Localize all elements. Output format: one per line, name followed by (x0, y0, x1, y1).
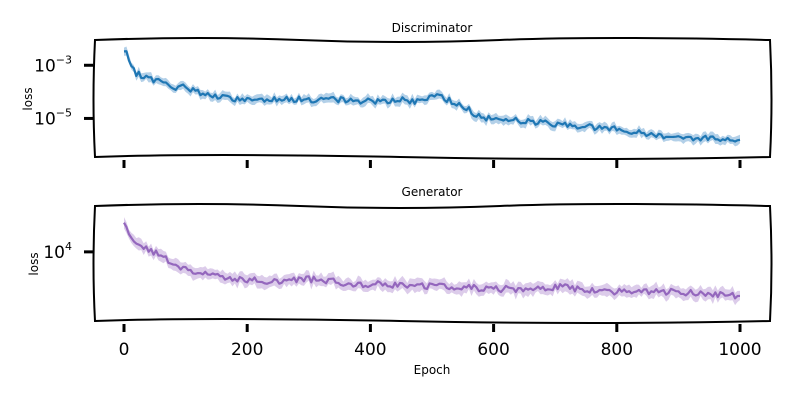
discriminator-line-layer (123, 50, 741, 143)
generator-xlabel: Epoch (414, 363, 451, 377)
generator-panel: Generator loss 104 0 200 400 600 800 1000 Epo… (27, 185, 773, 377)
discriminator-yticks: 10−3 10−5 (34, 53, 93, 129)
discriminator-title: Discriminator (392, 21, 473, 35)
discriminator-frame (92, 37, 773, 160)
discriminator-xtickmarks (122, 160, 742, 168)
generator-ylabel: loss (27, 252, 41, 275)
generator-xticks: 0 200 400 600 800 1000 (119, 324, 762, 360)
series-line (123, 50, 741, 143)
y-tick-label: 104 (43, 240, 72, 263)
series-line (123, 222, 741, 300)
x-tick-label: 400 (354, 340, 386, 360)
x-tick-label: 200 (231, 340, 263, 360)
y-tick-label: 10−5 (34, 106, 72, 129)
x-tick-label: 600 (477, 340, 509, 360)
generator-yticks: 104 (43, 240, 93, 263)
x-tick-label: 800 (601, 340, 633, 360)
y-tick-label: 10−3 (34, 53, 72, 76)
x-tick-label: 0 (119, 340, 130, 360)
generator-line-layer (123, 222, 741, 300)
discriminator-panel: Discriminator loss 10−3 10−5 (21, 21, 773, 168)
generator-frame (92, 203, 773, 324)
x-tick-label: 1000 (718, 340, 761, 360)
discriminator-ylabel: loss (21, 87, 35, 110)
generator-title: Generator (402, 185, 463, 199)
